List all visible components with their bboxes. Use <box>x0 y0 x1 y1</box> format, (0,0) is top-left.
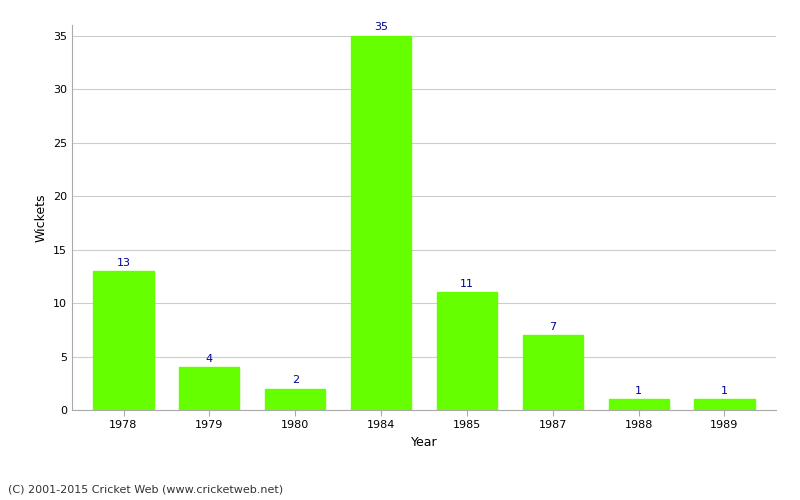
Text: 4: 4 <box>206 354 213 364</box>
Text: 1: 1 <box>721 386 728 396</box>
Text: 13: 13 <box>117 258 130 268</box>
Bar <box>179 367 239 410</box>
Text: 2: 2 <box>292 376 298 386</box>
Bar <box>94 271 154 410</box>
Bar <box>265 388 326 410</box>
Y-axis label: Wickets: Wickets <box>34 193 47 242</box>
X-axis label: Year: Year <box>410 436 438 449</box>
Text: (C) 2001-2015 Cricket Web (www.cricketweb.net): (C) 2001-2015 Cricket Web (www.cricketwe… <box>8 485 283 495</box>
Text: 7: 7 <box>550 322 556 332</box>
Text: 11: 11 <box>460 279 474 289</box>
Bar <box>522 335 583 410</box>
Text: 1: 1 <box>635 386 642 396</box>
Text: 35: 35 <box>374 22 388 32</box>
Bar <box>694 400 754 410</box>
Bar <box>437 292 497 410</box>
Bar <box>351 36 411 410</box>
Bar <box>609 400 669 410</box>
